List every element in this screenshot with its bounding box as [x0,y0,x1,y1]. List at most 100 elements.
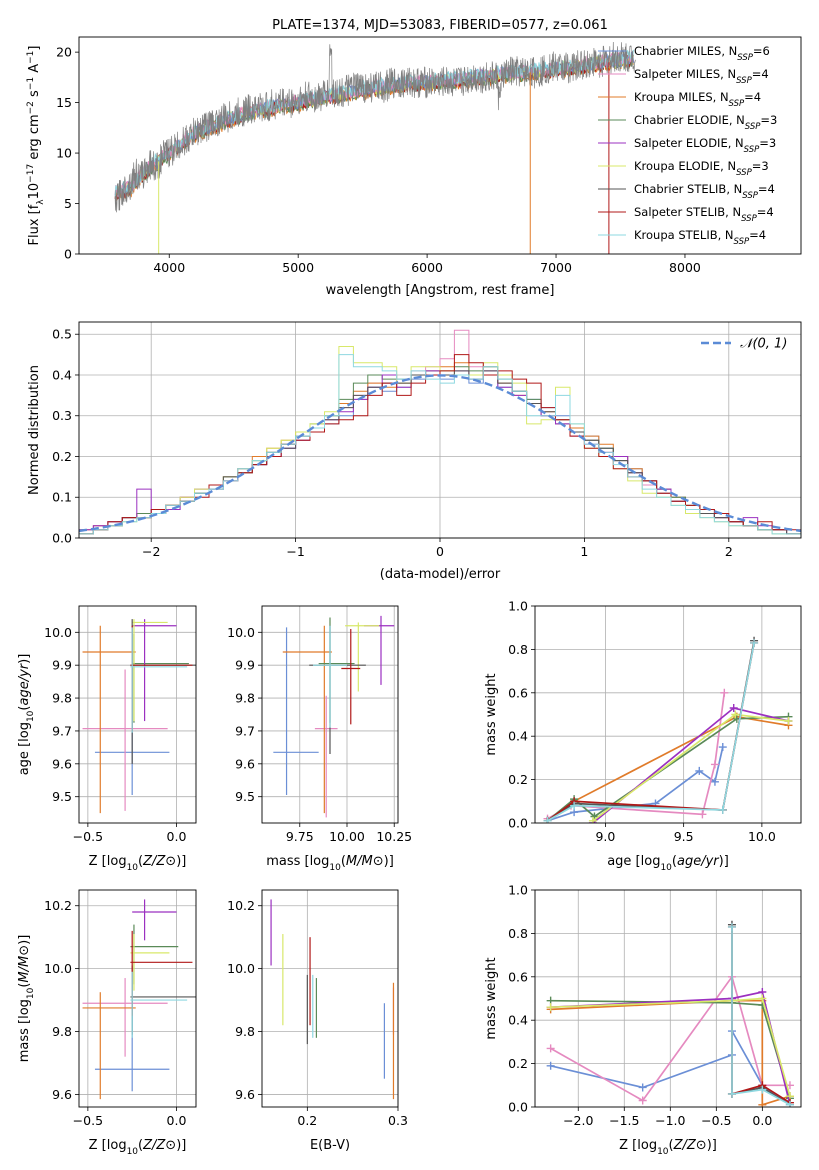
x-tick-label: 4000 [153,260,185,275]
mass-weight-marker [758,1085,767,1094]
legend-label: Salpeter ELODIE, NSSP=3 [634,136,776,155]
y-tick-label: 0.0 [52,531,72,546]
y-tick-label: 9.8 [52,691,72,706]
z_age-plot-area [82,619,196,814]
z_mass-ylabel: mass [log10(M/M⊙)] [17,935,36,1063]
y-tick-label: 10.2 [44,898,72,913]
x-tick-label: 0.0 [752,1113,772,1128]
ebv_mass-panel: 0.2 0.3 9.6 9.8 10.0 10.2 E(B-V) [227,889,408,1153]
y-tick-label: 20 [56,45,72,60]
spectrum-xlabel: wavelength [Angstrom, rest frame] [326,283,555,298]
y-tick-label: 0.8 [508,642,528,657]
x-tick-label: 5000 [282,260,314,275]
x-tick-label: 0.3 [388,1113,408,1128]
legend-label: Chabrier MILES, NSSP=6 [634,44,770,63]
age_weight-plot-area [543,636,793,823]
mass-weight-line [547,746,724,822]
x-tick-label: 8000 [669,260,701,275]
mass_age-plot-area [273,615,395,818]
x-tick-label: 0.0 [167,1113,187,1128]
mass-weight-marker [727,1089,736,1098]
age_weight-ylabel: mass weight [484,673,499,755]
mass-weight-marker [718,805,727,814]
x-tick-label: −2.0 [563,1113,593,1128]
y-tick-label: 0.0 [508,816,528,831]
mass-weight-marker [638,1096,647,1105]
y-tick-label: 0.3 [52,408,72,423]
residuals-panel: −2 −1 0 1 2 0.0 0.1 0.2 0.3 0.4 0.5 𝒩(0, 1) (data-mo… [27,321,802,582]
z_age-ylabel: age [log10(age/yr)] [17,654,36,776]
y-tick-label: 10.0 [44,961,72,976]
x-tick-label: 9.5 [674,829,694,844]
z_weight-xlabel: Z [log10(Z/Z⊙)] [619,1138,717,1157]
mass-weight-line [731,926,791,1104]
mass-weight-marker [758,1100,767,1107]
x-tick-label: −0.5 [73,1113,103,1128]
mass-weight-marker [698,810,707,819]
x-tick-label: 10.0 [748,829,776,844]
y-tick-label: 0.6 [508,685,528,700]
axes-frame [78,36,802,255]
y-tick-label: 9.6 [52,1087,72,1102]
axes-frame [534,889,802,1108]
axes-frame [78,889,197,1108]
axes-frame [534,605,802,824]
mass-weight-marker [695,766,704,775]
z_weight-panel: −2.0 −1.5 −1.0 −0.5 0.0 0.0 0.2 0.4 0.6 0.8 1.0 Z [… [484,883,802,1157]
residuals-plot-area [79,329,801,538]
y-tick-label: 9.8 [235,691,255,706]
y-tick-label: 0.4 [52,367,72,382]
mass-weight-marker [718,743,727,752]
x-tick-label: 9.0 [595,829,615,844]
x-tick-label: −0.5 [73,829,103,844]
mass-weight-line [550,997,791,1097]
x-tick-label: 7000 [540,260,572,275]
spectrum-title: PLATE=1374, MJD=53083, FIBERID=0577, z=0… [272,18,608,33]
ebv_mass-xlabel: E(B-V) [310,1138,350,1153]
z_age-panel: −0.5 0.0 9.5 9.6 9.7 9.8 9.9 10.0 Z [log10(Z/Z⊙)… [17,605,197,873]
legend-label: Kroupa ELODIE, NSSP=3 [634,159,769,178]
y-tick-label: 0.4 [508,729,528,744]
mass-weight-line [547,642,755,822]
y-tick-label: 0.5 [52,327,72,342]
y-tick-label: 9.6 [52,756,72,771]
legend-label: Chabrier ELODIE, NSSP=3 [634,113,777,132]
mass-weight-line [731,926,791,1106]
y-tick-label: 0.2 [52,449,72,464]
y-tick-label: 1.0 [508,599,528,614]
mass-weight-marker [543,816,552,823]
y-tick-label: 15 [56,95,72,110]
mass-weight-marker [785,1100,794,1107]
normal-curve [79,374,801,533]
mass-weight-marker [588,816,597,823]
y-tick-label: 9.7 [52,723,72,738]
y-tick-label: 9.7 [235,723,255,738]
ebv_mass-plot-area [270,899,395,1100]
mass-weight-marker [758,994,767,1003]
y-tick-label: 9.8 [52,1024,72,1039]
y-tick-label: 9.6 [235,756,255,771]
axes-frame [78,321,802,539]
y-tick-label: 9.5 [235,789,255,804]
y-tick-label: 0 [64,247,72,262]
age_weight-panel: 9.0 9.5 10.0 0.0 0.2 0.4 0.6 0.8 1.0 age [log10(a… [484,599,802,873]
mass-weight-marker [731,710,740,719]
y-tick-label: 10.2 [227,898,255,913]
mass-weight-marker [546,1061,555,1070]
y-tick-label: 0.2 [508,772,528,787]
y-tick-label: 9.9 [235,658,255,673]
x-tick-label: 6000 [411,260,443,275]
z_mass-plot-area [82,899,196,1100]
mass-weight-marker [710,760,719,769]
y-tick-label: 10.0 [227,625,255,640]
axes-frame [261,889,399,1108]
residuals-ylabel: Normed distribution [27,365,42,495]
spectrum-ylabel: Flux [fλ10−17 erg cm−2 s−1 A−1] [26,46,46,246]
y-tick-label: 0.0 [508,1100,528,1115]
y-tick-label: 9.8 [235,1024,255,1039]
mass-weight-marker [570,801,579,810]
x-tick-label: −1.0 [655,1113,685,1128]
y-tick-label: 10.0 [227,961,255,976]
y-tick-label: 0.1 [52,490,72,505]
